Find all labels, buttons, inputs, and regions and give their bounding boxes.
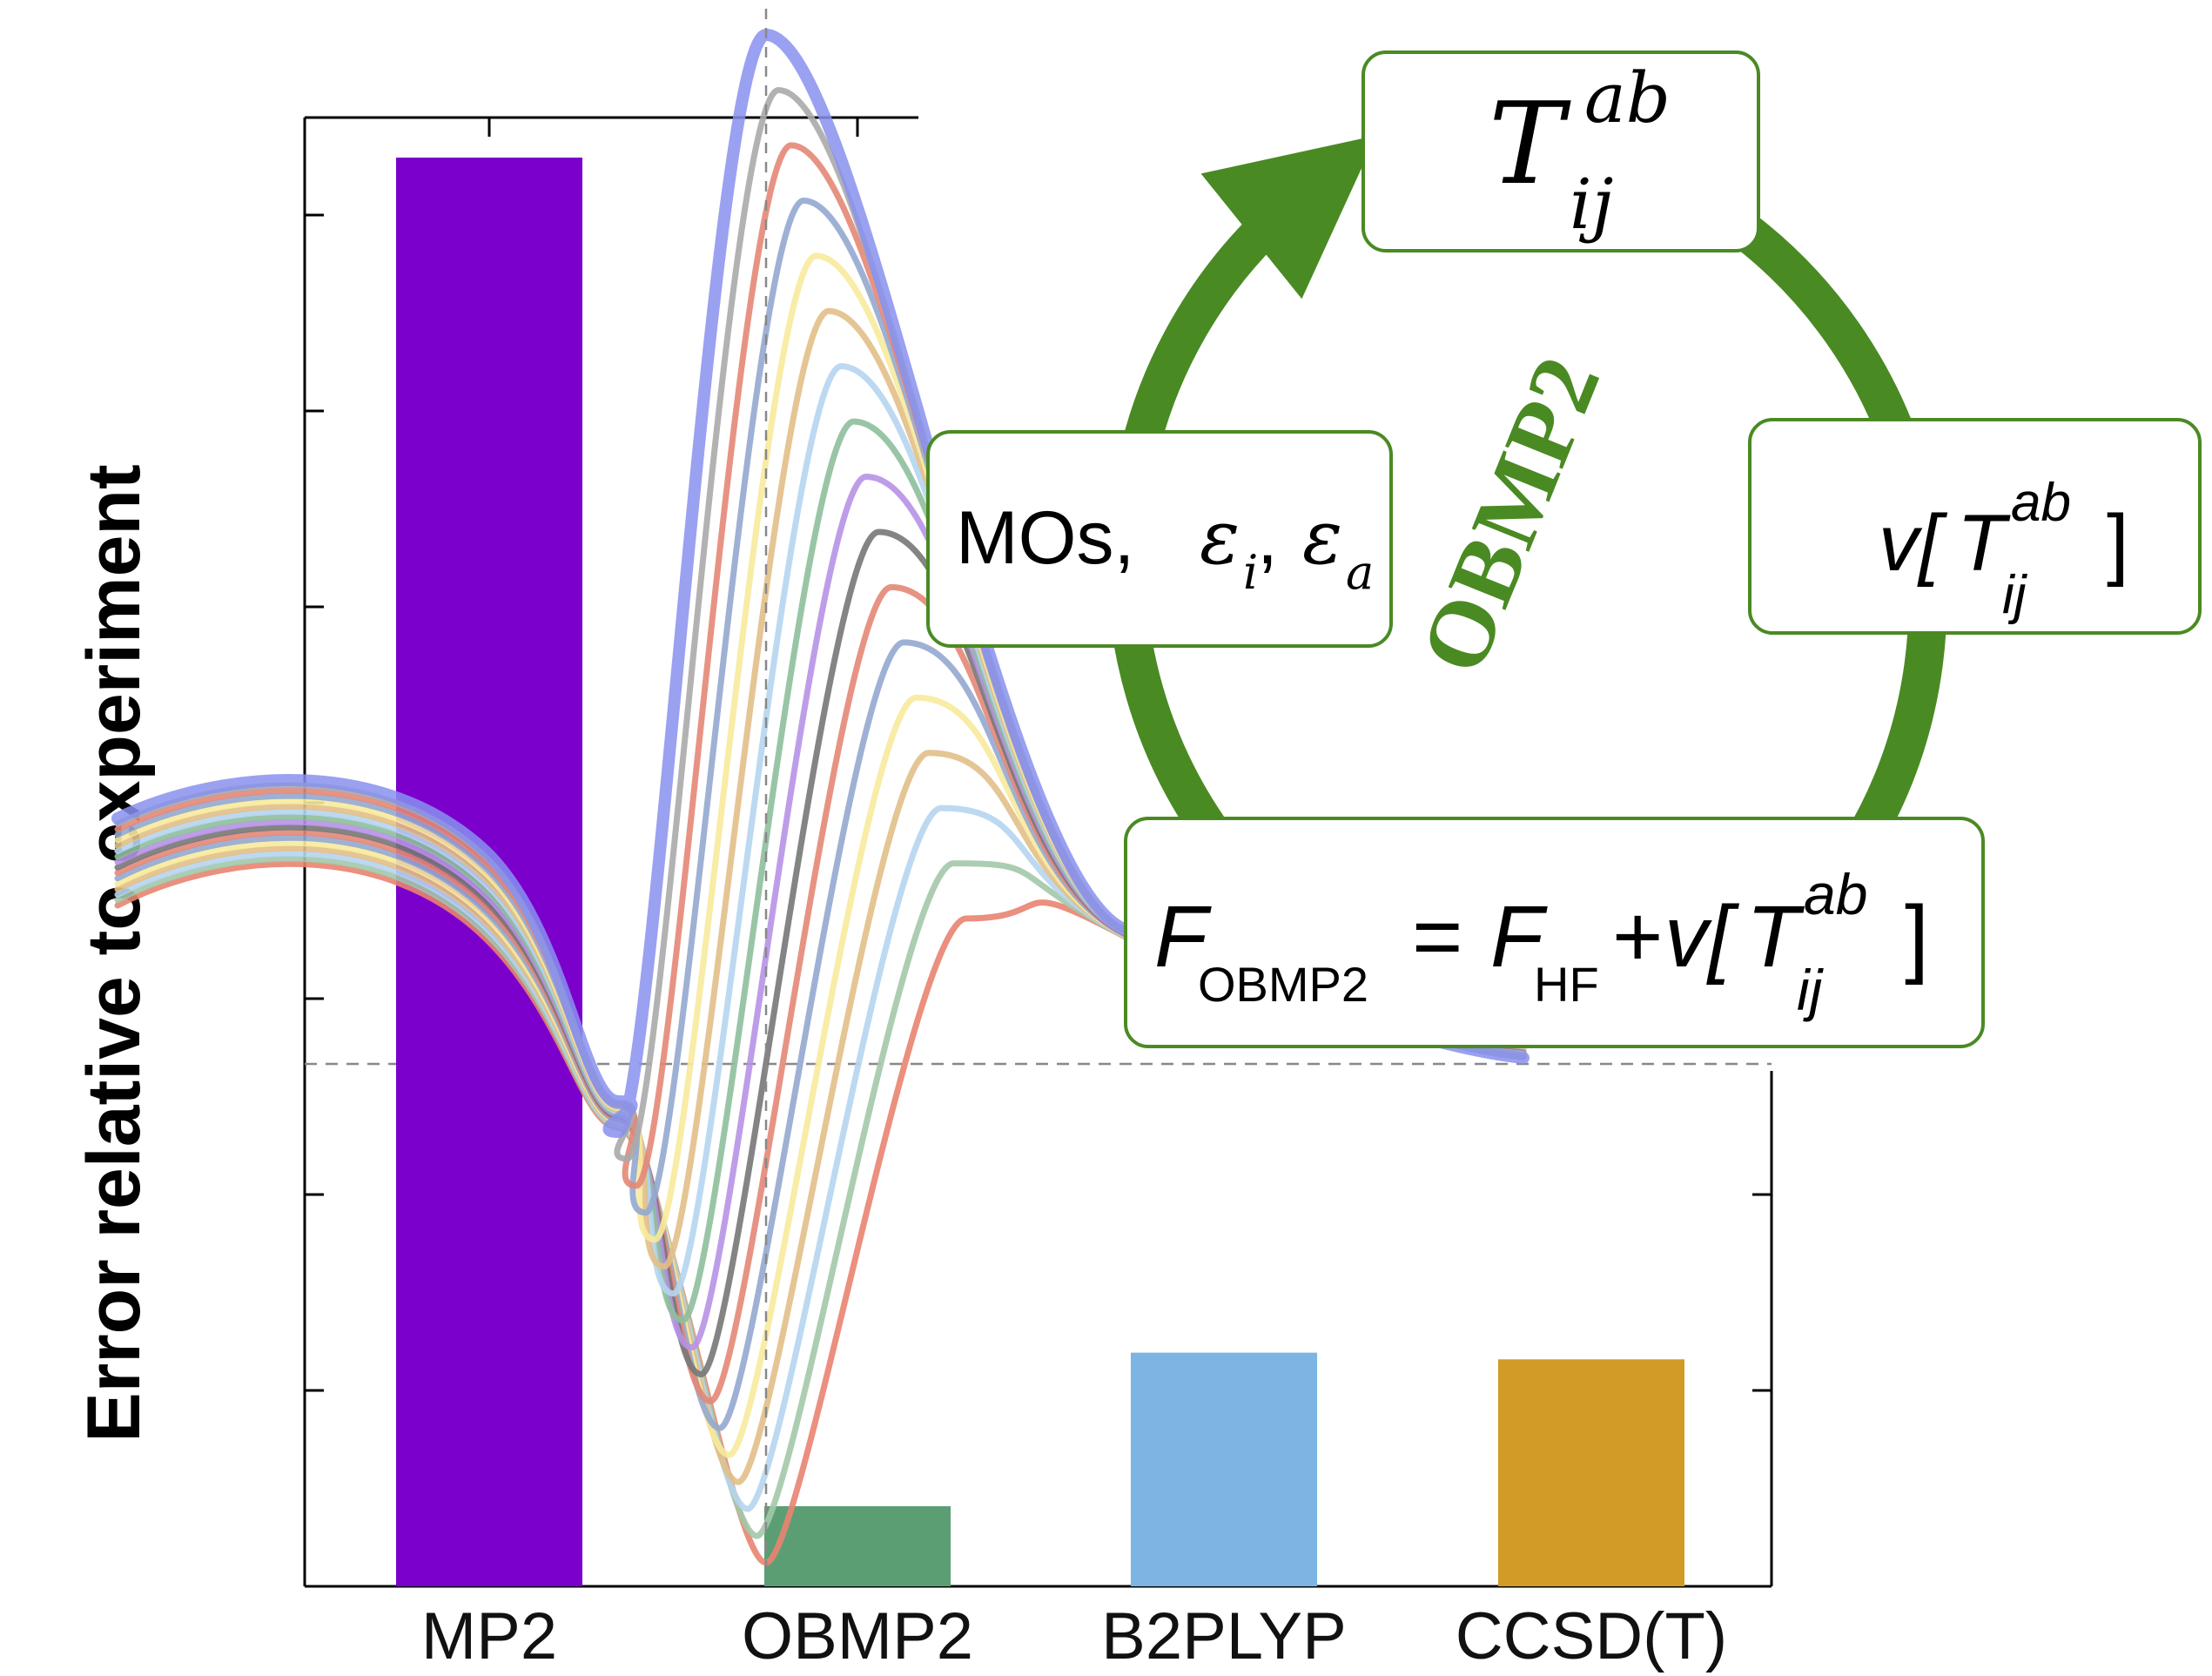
bar-chart: MP2 OBMP2 B2PLYP CCSD(T) Error relative to … bbox=[72, 116, 1773, 1673]
epsilon-i-subscript: i bbox=[1243, 545, 1258, 600]
x-tick-label: B2PLYP bbox=[1101, 1599, 1347, 1673]
fock-v: v[ bbox=[1664, 888, 1740, 986]
potential-close: ] bbox=[2107, 499, 2129, 588]
cycle-title: OBMP2 bbox=[1401, 343, 1620, 687]
svg-text:T: T bbox=[1489, 77, 1571, 210]
fock-close: ] bbox=[1905, 888, 1929, 986]
mos-box: MOs, ε i , ε a bbox=[926, 430, 1393, 648]
curve-overlay bbox=[111, 28, 1530, 1566]
epsilon-a-subscript: a bbox=[1346, 545, 1374, 600]
epsilon-i: ε bbox=[1200, 495, 1240, 582]
t-amplitude-box: T ab ij bbox=[1361, 50, 1760, 252]
fock-f-hf: F bbox=[1490, 888, 1548, 986]
y-axis-ticks bbox=[305, 213, 1772, 1392]
fock-t-subscript: ij bbox=[1797, 958, 1825, 1022]
t-symbol: T bbox=[1489, 77, 1571, 210]
epsilon-comma: , bbox=[1257, 496, 1278, 580]
potential-t: T bbox=[1957, 499, 2011, 588]
fock-subscript-obmp2: OBMP2 bbox=[1198, 957, 1368, 1012]
bar-b2plyp bbox=[1131, 1352, 1317, 1586]
potential-subscript: ij bbox=[2002, 565, 2028, 625]
t-superscript: ab bbox=[1584, 57, 1671, 138]
fock-t-superscript: ab bbox=[1804, 862, 1867, 926]
x-axis-ticks bbox=[487, 118, 859, 137]
mos-label: MOs, bbox=[956, 496, 1134, 580]
potential-v: v[ bbox=[1879, 499, 1948, 588]
fock-t: T bbox=[1746, 888, 1805, 986]
obmp2-cycle-diagram: OBMP2 T ab ij MOs, ε i , ε a v[ T ab ij bbox=[926, 50, 2202, 1048]
fock-plus: + bbox=[1612, 888, 1663, 986]
x-tick-label: MP2 bbox=[421, 1599, 557, 1673]
fock-subscript-hf: HF bbox=[1534, 957, 1599, 1012]
potential-box: v[ T ab ij ] bbox=[1748, 418, 2202, 635]
fock-equation-box: F OBMP2 = F HF + v[ T ab ij ] bbox=[1124, 817, 1985, 1048]
fock-equals: = bbox=[1412, 888, 1462, 986]
x-tick-label: OBMP2 bbox=[742, 1599, 973, 1673]
bar-ccsd-t bbox=[1498, 1359, 1684, 1586]
x-tick-label: CCSD(T) bbox=[1456, 1599, 1727, 1673]
fock-f: F bbox=[1154, 888, 1212, 986]
bar-obmp2 bbox=[764, 1505, 951, 1586]
overlay-curve bbox=[111, 28, 1530, 1139]
x-tick-labels: MP2 OBMP2 B2PLYP CCSD(T) bbox=[421, 1599, 1727, 1673]
t-subscript: ij bbox=[1570, 164, 1613, 245]
y-axis-label: Error relative to experiment bbox=[72, 464, 156, 1442]
potential-superscript: ab bbox=[2011, 473, 2071, 533]
epsilon-a: ε bbox=[1302, 495, 1342, 582]
